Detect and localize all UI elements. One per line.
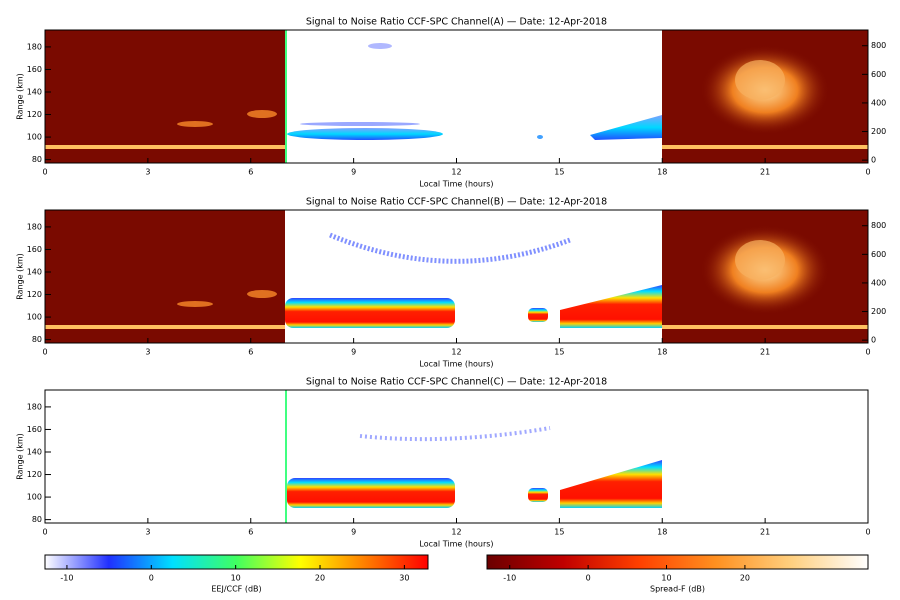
x-tick-label: 3 — [145, 528, 150, 537]
chart-title: Signal to Noise Ratio CCF-SPC Channel(A)… — [306, 17, 607, 28]
x-tick-label: 0 — [42, 348, 47, 357]
x-tick-label: 15 — [554, 348, 564, 357]
x-tick-label: 0 — [42, 168, 47, 177]
x-tick-label: 6 — [248, 168, 253, 177]
echo-image-c — [285, 390, 662, 523]
plot-frame — [44, 389, 869, 524]
y-axis-label: Range (km) — [16, 73, 25, 120]
y-tick-label: 180 — [27, 42, 42, 51]
x-tick-label: 3 — [145, 348, 150, 357]
x-tick-label: 12 — [451, 348, 461, 357]
chart-title: Signal to Noise Ratio CCF-SPC Channel(B)… — [306, 197, 607, 208]
colorbar-tick-label: 0 — [586, 574, 591, 583]
y-tick-label: 140 — [27, 447, 42, 456]
colorbar-tick-label: -10 — [503, 574, 516, 583]
colorbar-tick-label: 10 — [231, 574, 241, 583]
y-tick-label: 100 — [27, 313, 42, 322]
y-tick-label: 100 — [27, 493, 42, 502]
x-tick-label: 9 — [351, 168, 356, 177]
colorbar-label: EEJ/CCF (dB) — [211, 585, 261, 594]
y-tick-label: 180 — [27, 402, 42, 411]
x-tick-label: 21 — [760, 168, 770, 177]
x-tick-label: 18 — [657, 528, 667, 537]
x-tick-label: 18 — [657, 348, 667, 357]
x-tick-label: 21 — [760, 348, 770, 357]
x-tick-label: 12 — [451, 168, 461, 177]
y-tick-label: 160 — [27, 245, 42, 254]
y-tick-label: 80 — [32, 155, 42, 164]
echo-image-b — [45, 210, 868, 343]
x-tick-label: 15 — [554, 168, 564, 177]
x-tick-label: 12 — [451, 528, 461, 537]
y-tick-label: 80 — [32, 335, 42, 344]
colorbar-label: Spread-F (dB) — [650, 585, 705, 594]
y-tick-label: 100 — [27, 133, 42, 142]
colorbar-tick-label: 20 — [315, 574, 325, 583]
x-axis-label: Local Time (hours) — [419, 540, 493, 549]
y2-tick-label: 0 — [871, 336, 876, 345]
y2-tick-label: 400 — [871, 278, 886, 287]
colorbar-tick-label: 30 — [399, 574, 409, 583]
colorbar-tick-label: 20 — [740, 574, 750, 583]
y2-tick-label: 800 — [871, 221, 886, 230]
x-tick-label: 0 — [865, 168, 870, 177]
y-tick-label: 160 — [27, 65, 42, 74]
y2-tick-label: 400 — [871, 98, 886, 107]
y-tick-label: 120 — [27, 290, 42, 299]
y-tick-label: 160 — [27, 425, 42, 434]
echo-image-a — [45, 30, 868, 163]
colorbar-tick-label: 10 — [661, 574, 671, 583]
x-tick-label: 15 — [554, 528, 564, 537]
y-axis-label: Range (km) — [16, 253, 25, 300]
x-tick-label: 18 — [657, 168, 667, 177]
y-tick-label: 80 — [32, 515, 42, 524]
y-tick-label: 180 — [27, 222, 42, 231]
y-tick-label: 140 — [27, 267, 42, 276]
x-axis-label: Local Time (hours) — [419, 360, 493, 369]
x-tick-label: 6 — [248, 348, 253, 357]
y2-tick-label: 600 — [871, 250, 886, 259]
y2-tick-label: 800 — [871, 41, 886, 50]
colorbar-tick-label: 0 — [149, 574, 154, 583]
x-axis-label: Local Time (hours) — [419, 180, 493, 189]
y2-tick-label: 200 — [871, 307, 886, 316]
x-tick-label: 9 — [351, 348, 356, 357]
x-tick-label: 21 — [760, 528, 770, 537]
y-axis-label: Range (km) — [16, 433, 25, 480]
y-tick-label: 140 — [27, 87, 42, 96]
x-tick-label: 6 — [248, 528, 253, 537]
x-tick-label: 9 — [351, 528, 356, 537]
y2-tick-label: 0 — [871, 156, 876, 165]
y-tick-label: 120 — [27, 110, 42, 119]
colorbar — [44, 554, 429, 570]
y2-tick-label: 600 — [871, 70, 886, 79]
x-tick-label: 0 — [42, 528, 47, 537]
x-tick-label: 0 — [865, 348, 870, 357]
x-tick-label: 3 — [145, 168, 150, 177]
colorbar — [486, 554, 869, 570]
y-tick-label: 120 — [27, 470, 42, 479]
chart-title: Signal to Noise Ratio CCF-SPC Channel(C)… — [306, 377, 607, 388]
y2-tick-label: 200 — [871, 127, 886, 136]
x-tick-label: 0 — [865, 528, 870, 537]
colorbar-tick-label: -10 — [60, 574, 73, 583]
